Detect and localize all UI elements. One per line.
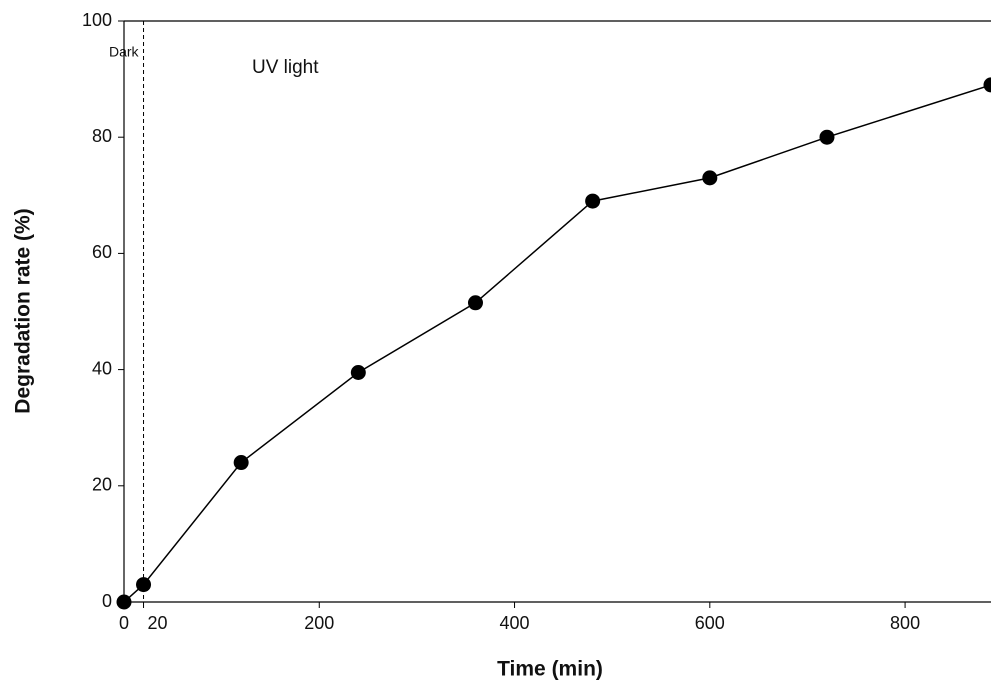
data-point [702, 170, 718, 186]
x-tick-label: 0 [119, 613, 129, 633]
annotation: UV light [252, 57, 319, 78]
y-tick-label: 40 [92, 358, 112, 378]
data-point [136, 577, 152, 593]
x-tick-label: 400 [500, 613, 530, 633]
x-tick-label: 600 [695, 613, 725, 633]
y-tick-label: 20 [92, 475, 112, 495]
y-tick-label: 80 [92, 126, 112, 146]
y-tick-label: 0 [102, 591, 112, 611]
data-point [467, 295, 483, 311]
data-point [233, 455, 249, 471]
y-tick-label: 100 [82, 10, 112, 30]
x-tick-label: 800 [890, 613, 920, 633]
data-point [983, 77, 991, 93]
x-axis-title: Time (min) [497, 658, 603, 681]
y-tick-label: 60 [92, 242, 112, 262]
data-line [123, 84, 991, 603]
plot-area [116, 77, 991, 610]
data-point [819, 129, 835, 145]
x-tick-label: 200 [304, 613, 334, 633]
data-point [585, 193, 601, 209]
x-tick-label: 20 [148, 613, 168, 633]
y-axis-title: Degradation rate (%) [12, 208, 35, 413]
data-point [350, 365, 366, 381]
data-point [116, 594, 132, 610]
